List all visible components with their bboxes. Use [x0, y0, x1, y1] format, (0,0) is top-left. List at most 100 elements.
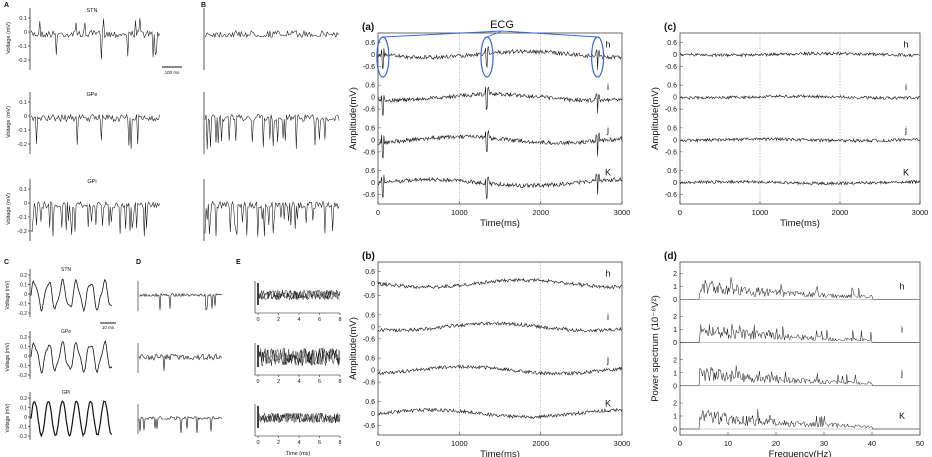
ytick-label-d-2-0: 2 — [673, 357, 677, 364]
ytick-label-b-3-2: -0.6 — [363, 423, 375, 430]
ytick-label-a-0-0: 0.6 — [365, 40, 375, 47]
trace-B-2 — [204, 200, 340, 237]
ytick-label-C-1-1: 0.1 — [20, 345, 27, 351]
series-label-A-2: GPi — [87, 179, 96, 185]
ytick-label-a-3-0: 0.6 — [365, 168, 375, 175]
ylabel-c: Amplitude(mV) — [650, 87, 661, 150]
xtick-label-c-3: 3000 — [912, 208, 929, 217]
ytick-label-A-0-1: 0 — [24, 30, 27, 36]
series-label-c-0: h — [903, 39, 908, 49]
xtick-label-d-0: 0 — [678, 439, 682, 448]
panel-letter-c: (c) — [664, 22, 676, 33]
xtick-label-E-2-4: 8 — [338, 440, 341, 446]
trace-b-1 — [377, 321, 622, 333]
ytick-label-c-3-0: 0.6 — [667, 168, 677, 175]
ytick-label-d-0-1: 1 — [673, 284, 677, 291]
trace-a-2 — [377, 130, 623, 159]
xtick-label-c-0: 0 — [678, 208, 682, 217]
trace-D-2 — [138, 416, 223, 434]
ytick-label-d-2-1: 1 — [673, 370, 677, 377]
ytick-label-A-1-2: -0.1 — [18, 128, 27, 134]
xtick-label-E-2-2: 4 — [297, 440, 300, 446]
ytick-label-a-1-1: 0 — [371, 95, 375, 102]
ytick-label-C-1-0: 0.2 — [20, 335, 27, 341]
trace-B-1 — [204, 113, 340, 150]
ytick-label-b-1-1: 0 — [371, 324, 375, 331]
ylabel-d: Power spectrum (10⁻⁶V²) — [650, 295, 661, 402]
xtick-label-b-1: 1000 — [451, 439, 468, 448]
ytick-label-b-3-0: 0.6 — [365, 399, 375, 406]
xtick-label-E-1-1: 2 — [277, 379, 280, 385]
ytick-label-c-3-1: 0 — [673, 180, 677, 187]
series-label-a-1: i — [607, 82, 609, 92]
panel-letter-E: E — [236, 259, 241, 266]
ytick-label-a-2-2: -0.6 — [363, 149, 375, 156]
plot-frame-b — [377, 261, 623, 436]
ytick-label-b-3-1: 0 — [371, 411, 375, 418]
ytick-label-c-1-1: 0 — [673, 95, 677, 102]
ytick-label-c-1-0: 0.6 — [667, 83, 677, 90]
xtick-label-b-3: 3000 — [614, 439, 631, 448]
ytick-label-C-2-1: 0.1 — [20, 406, 27, 412]
trace-E-0-0 — [258, 289, 341, 301]
xtick-label-E-0-4: 8 — [338, 317, 341, 323]
panel-letter-C: C — [4, 259, 9, 266]
ecg-ellipse-0 — [376, 36, 390, 78]
ytick-label-c-1-2: -0.6 — [665, 107, 677, 114]
ytick-label-c-0-1: 0 — [673, 52, 677, 59]
xtick-label-d-4: 40 — [868, 439, 876, 448]
panel-letter-a: (a) — [362, 22, 374, 33]
spectrum-d-2 — [680, 365, 920, 387]
xtick-label-E-1-2: 4 — [297, 379, 300, 385]
annotation-ecg: ECG — [490, 19, 514, 31]
ytick-label-d-0-0: 2 — [673, 271, 677, 278]
ylabel-b: Amplitude(mV) — [348, 317, 359, 380]
spectrum-d-3 — [680, 409, 920, 430]
xtick-label-E-1-0: 0 — [256, 379, 259, 385]
panel-letter-b: (b) — [362, 251, 375, 262]
series-label-b-3: K — [605, 398, 611, 408]
series-label-C-1: GPe — [61, 329, 71, 335]
series-label-b-0: h — [605, 269, 610, 279]
ytick-label-b-1-2: -0.6 — [363, 336, 375, 343]
series-label-d-0: h — [899, 281, 904, 291]
series-label-d-2: j — [900, 368, 903, 378]
xtick-label-b-2: 2000 — [532, 439, 549, 448]
xlabel-c: Time(ms) — [780, 218, 820, 229]
series-label-c-2: j — [904, 125, 907, 135]
panel-letter-D: D — [136, 259, 141, 266]
ytick-label-a-0-2: -0.6 — [363, 64, 375, 71]
trace-a-1 — [377, 86, 623, 116]
ytick-label-C-1-2: 0 — [24, 354, 27, 360]
ytick-label-A-1-3: -0.2 — [18, 142, 27, 148]
xtick-label-E-0-0: 0 — [256, 317, 259, 323]
xtick-label-E-1-4: 8 — [338, 379, 341, 385]
series-label-d-1: i — [901, 325, 903, 335]
xtick-label-d-3: 30 — [820, 439, 828, 448]
ytick-label-C-0-1: 0.1 — [20, 283, 27, 289]
ytick-label-A-0-2: -0.1 — [18, 44, 27, 50]
xtick-label-d-2: 20 — [772, 439, 780, 448]
series-label-a-3: K — [605, 168, 611, 178]
ylabel-A-0: Voltage (mV) — [6, 22, 12, 54]
scale-bar-label-A: 100 ms — [165, 70, 181, 75]
xtick-label-a-3: 3000 — [614, 208, 631, 217]
trace-C-2 — [30, 400, 113, 438]
trace-D-0 — [138, 292, 223, 311]
series-label-A-1: GPe — [86, 92, 97, 98]
trace-E-1-2 — [258, 347, 341, 367]
ytick-label-C-2-4: -0.2 — [18, 434, 27, 440]
xtick-label-a-0: 0 — [376, 208, 380, 217]
xtick-label-b-0: 0 — [376, 439, 380, 448]
ytick-label-b-1-0: 0.6 — [365, 312, 375, 319]
series-label-c-3: K — [903, 168, 909, 178]
trace-B-0 — [204, 29, 340, 39]
trace-c-3 — [679, 179, 921, 186]
ytick-label-d-0-2: 0 — [673, 297, 677, 304]
ytick-label-a-0-1: 0 — [371, 52, 375, 59]
ytick-label-c-3-2: -0.6 — [665, 192, 677, 199]
trace-b-3 — [377, 407, 623, 420]
series-label-a-0: h — [605, 39, 610, 49]
ytick-label-C-2-3: -0.1 — [18, 425, 27, 431]
